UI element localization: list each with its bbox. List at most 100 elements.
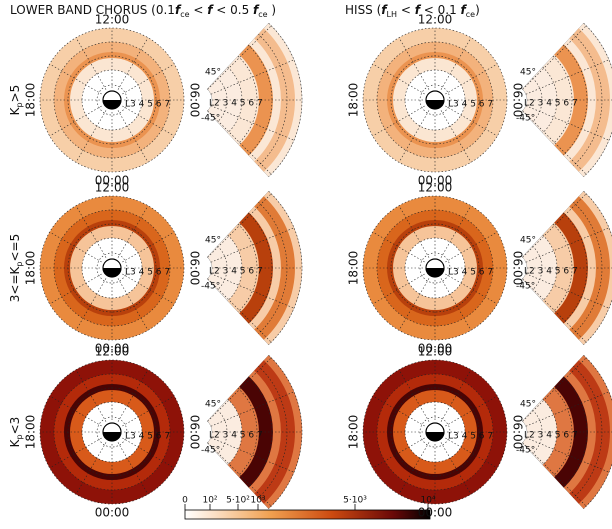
grid-spoke [522,25,587,90]
grid-spoke [525,437,610,473]
grid-spoke [445,231,498,263]
grid-spoke [207,442,272,507]
grid-spoke [522,110,587,175]
grid-spoke [75,205,107,258]
text-part: ) [475,3,480,17]
text-part: HISS ( [345,3,381,17]
local-time: 00:00 [95,506,130,520]
local-time: 06:00 [188,251,202,286]
text-part: < 0.5 [212,3,253,17]
l-shells: L3 4 5 6 7 [125,268,170,278]
grid-circle [419,252,451,284]
wedge-band [554,212,588,324]
wedge-band [239,212,273,324]
colorbar [184,509,431,520]
colorbar-tick-label: 0 [182,496,188,506]
local-time: 18:00 [347,251,361,286]
grid-spoke [210,105,295,141]
local-time: 18:00 [24,251,38,286]
grid-spoke [522,278,587,343]
wedge-outer [569,360,610,504]
grid-spoke [440,110,472,163]
l-shells: L3 4 5 6 7 [448,100,493,110]
l-shells: L3 4 5 6 7 [125,100,170,110]
wedge-outer [254,360,295,504]
l-shells: L2 3 4 5 6 7 [209,99,263,109]
grid-spoke [398,205,430,258]
l-shells: L2 3 4 5 6 7 [524,267,578,277]
grid-spoke [210,437,295,473]
local-time: 00:00 [418,342,453,356]
wedge-outer [569,196,610,340]
grid-spoke [49,63,102,95]
latitude: 45° [205,68,221,78]
grid-arc [552,55,573,145]
grid-spoke [75,442,107,495]
grid-spoke [525,391,610,427]
local-time: 18:00 [24,83,38,118]
grid-spoke [207,357,272,422]
latitude: -45° [201,446,220,456]
earth-night [426,100,444,109]
local-time: 18:00 [24,415,38,450]
grid-spoke [49,231,102,263]
local-time: 00:00 [95,342,130,356]
latitude: 45° [520,400,536,410]
text-part: ce [466,10,475,19]
text-part: K [8,438,22,447]
earth-night [103,432,121,441]
local-time: 12:00 [95,13,130,27]
text-part: 3<=K [8,265,22,302]
colorbar-tick-label: 10² [202,496,217,506]
grid-spoke [372,395,425,427]
grid-spoke [440,442,472,495]
grid-spoke [440,369,472,422]
local-time: 06:00 [188,415,202,450]
grid-spoke [398,442,430,495]
grid-spoke [525,105,610,141]
grid-spoke [522,193,587,258]
local-time: 00:00 [418,174,453,188]
grid-spoke [525,59,610,95]
grid-spoke [122,273,175,305]
grid-spoke [522,357,587,422]
row-label: 3<=Kp<=5 [8,234,25,302]
grid-spoke [210,391,295,427]
row-label: Kp<3 [8,417,25,448]
local-time: 18:00 [347,415,361,450]
row-label: Kp>5 [8,85,25,116]
text-part: LOWER BAND CHORUS (0.1 [10,3,175,17]
grid-spoke [75,369,107,422]
grid-spoke [207,110,272,175]
grid-circle [96,416,128,448]
wedge-band [554,376,588,488]
latitude: -45° [201,114,220,124]
earth-night [103,268,121,277]
grid-spoke [117,442,149,495]
grid-spoke [210,59,295,95]
text-part: ) [268,3,277,17]
latitude: -45° [516,446,535,456]
earth-night [426,432,444,441]
latitude: 45° [520,68,536,78]
grid-spoke [210,273,295,309]
grid-circle [96,252,128,284]
text-part: f [381,3,388,17]
local-time: 06:00 [511,415,525,450]
grid-spoke [372,63,425,95]
local-time: 12:00 [418,181,453,195]
text-part: <=5 [8,234,22,262]
wedge-band [239,376,273,488]
grid-spoke [207,193,272,258]
l-shells: L2 3 4 5 6 7 [524,431,578,441]
grid-spoke [122,63,175,95]
panel-title: LOWER BAND CHORUS (0.1fce < f < 0.5 fce … [10,3,276,20]
grid-spoke [372,105,425,137]
grid-spoke [445,395,498,427]
local-time: 12:00 [418,13,453,27]
text-part: LH [387,10,397,19]
latitude: -45° [516,282,535,292]
grid-spoke [398,369,430,422]
colorbar-tick-label: 5·10³ [343,496,367,506]
grid-spoke [117,37,149,90]
